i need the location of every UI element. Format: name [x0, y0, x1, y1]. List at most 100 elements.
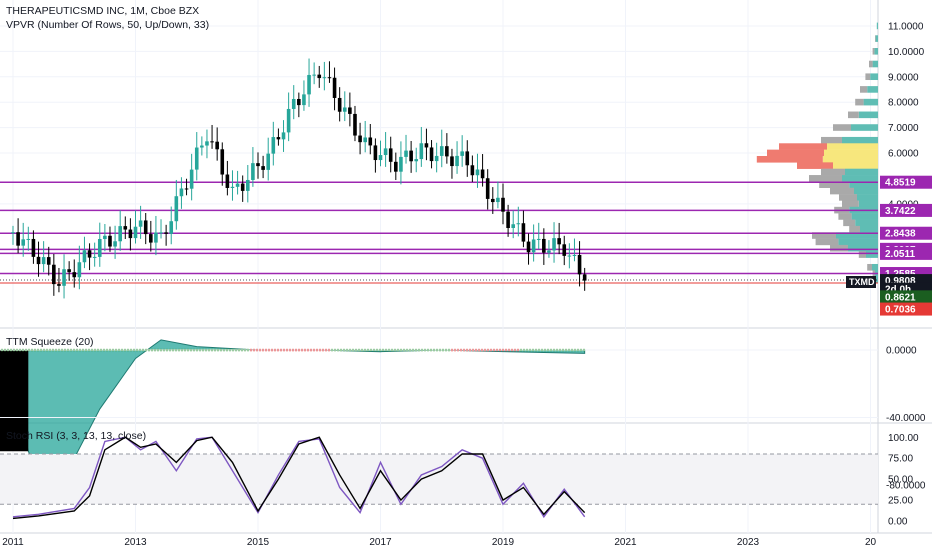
- candle-body: [143, 220, 148, 235]
- price-level-tag: [880, 175, 932, 189]
- vp-bar-down: [865, 73, 871, 81]
- candle-body: [552, 238, 556, 251]
- candle-body: [409, 150, 413, 162]
- vp-bar-up: [860, 225, 878, 233]
- candle-body: [41, 257, 46, 265]
- vp-bar-down: [872, 48, 875, 55]
- candle-body: [424, 143, 429, 148]
- vp-bar-down: [830, 244, 848, 252]
- stoch-band: [0, 454, 878, 505]
- candle-body: [200, 145, 204, 148]
- candle-body: [286, 108, 291, 133]
- vp-bar-up: [827, 143, 878, 150]
- vp-bar-down: [815, 238, 839, 246]
- candle-body: [240, 183, 245, 191]
- candle-body: [210, 141, 214, 143]
- candle-body: [174, 196, 179, 222]
- vp-bar-up: [854, 187, 878, 195]
- vp-bar-down: [833, 124, 851, 131]
- vp-bar-up: [876, 22, 878, 30]
- vp-bar-up: [874, 48, 878, 55]
- candle-body: [149, 234, 153, 243]
- vp-bar-down: [838, 213, 852, 220]
- candle-body: [353, 113, 357, 136]
- candle-body: [67, 269, 71, 273]
- candle-body: [501, 197, 505, 212]
- candle-body: [276, 137, 281, 140]
- price-level-tag-text: 0.8621: [885, 292, 916, 303]
- candle-body: [46, 257, 51, 265]
- candle-body: [138, 220, 143, 227]
- candle-body: [92, 256, 97, 258]
- candle-body: [82, 250, 87, 263]
- ttm-tick-label: -40.0000: [886, 413, 926, 424]
- candle-body: [118, 226, 122, 242]
- candle-body: [307, 74, 311, 95]
- candle-body: [164, 232, 168, 234]
- candle-body: [31, 238, 36, 257]
- time-tick-label: 2023: [737, 537, 760, 548]
- stoch-tick-label: 0.00: [888, 517, 908, 528]
- candle-body: [62, 269, 66, 286]
- candle-body: [557, 238, 561, 245]
- candle-body: [485, 178, 490, 199]
- candle-body: [52, 264, 56, 285]
- candle-body: [235, 183, 240, 187]
- vp-bar-down: [858, 251, 866, 258]
- vp-bar-up: [870, 73, 878, 81]
- vp-bar-down: [797, 162, 833, 169]
- candle-body: [373, 145, 378, 161]
- vp-bar-down: [849, 225, 860, 233]
- candle-body: [317, 74, 322, 79]
- stoch-tick-label: 75.00: [888, 454, 913, 465]
- candle-body: [194, 147, 199, 170]
- candle-body: [429, 147, 434, 162]
- price-tick-label: 8.0000: [888, 98, 919, 109]
- candle-body: [490, 198, 495, 203]
- candle-body: [542, 238, 546, 253]
- price-tick-label: 11.0000: [888, 21, 924, 32]
- candle-body: [394, 161, 398, 172]
- vp-bar-up: [858, 200, 878, 208]
- symbol-tag: [846, 276, 876, 288]
- price-level-tag-text: 2.8438: [885, 229, 916, 240]
- time-tick-label: 2011: [2, 537, 24, 548]
- candle-body: [460, 151, 464, 156]
- vp-bar-down: [855, 98, 864, 106]
- candle-body: [383, 148, 388, 156]
- candle-body: [455, 155, 459, 167]
- candle-body: [133, 226, 138, 239]
- candle-body: [363, 137, 367, 143]
- ttm-negative-block: [0, 350, 29, 452]
- candle-body: [256, 163, 260, 167]
- candle-body: [297, 98, 301, 106]
- candle-body: [475, 169, 480, 176]
- candle-body: [342, 107, 347, 112]
- candle-body: [562, 244, 567, 256]
- candle-body: [281, 132, 286, 140]
- candle-body: [450, 156, 454, 167]
- candle-body: [189, 169, 194, 189]
- candle-body: [225, 174, 230, 188]
- vp-bar-up: [822, 155, 878, 163]
- vp-bar-down: [809, 175, 842, 182]
- time-tick-label: 2017: [369, 537, 392, 548]
- vp-bar-up: [867, 86, 878, 93]
- candle-body: [419, 143, 424, 160]
- vp-bar-down: [821, 168, 845, 176]
- time-tick-label: 2013: [124, 537, 147, 548]
- candle-body: [439, 146, 444, 156]
- candle-body: [577, 254, 582, 275]
- price-level-tag-text: 2d 0h: [885, 285, 911, 296]
- candle-body: [322, 77, 327, 79]
- candle-body: [215, 141, 219, 150]
- candle-body: [128, 229, 133, 239]
- vp-bar-down: [869, 60, 873, 68]
- candle-body: [480, 169, 485, 179]
- candle-body: [358, 135, 362, 143]
- vp-bar-down: [756, 155, 823, 163]
- candle-body: [179, 188, 184, 197]
- price-tick-label: 9.0000: [888, 72, 919, 83]
- candle-body: [36, 256, 41, 265]
